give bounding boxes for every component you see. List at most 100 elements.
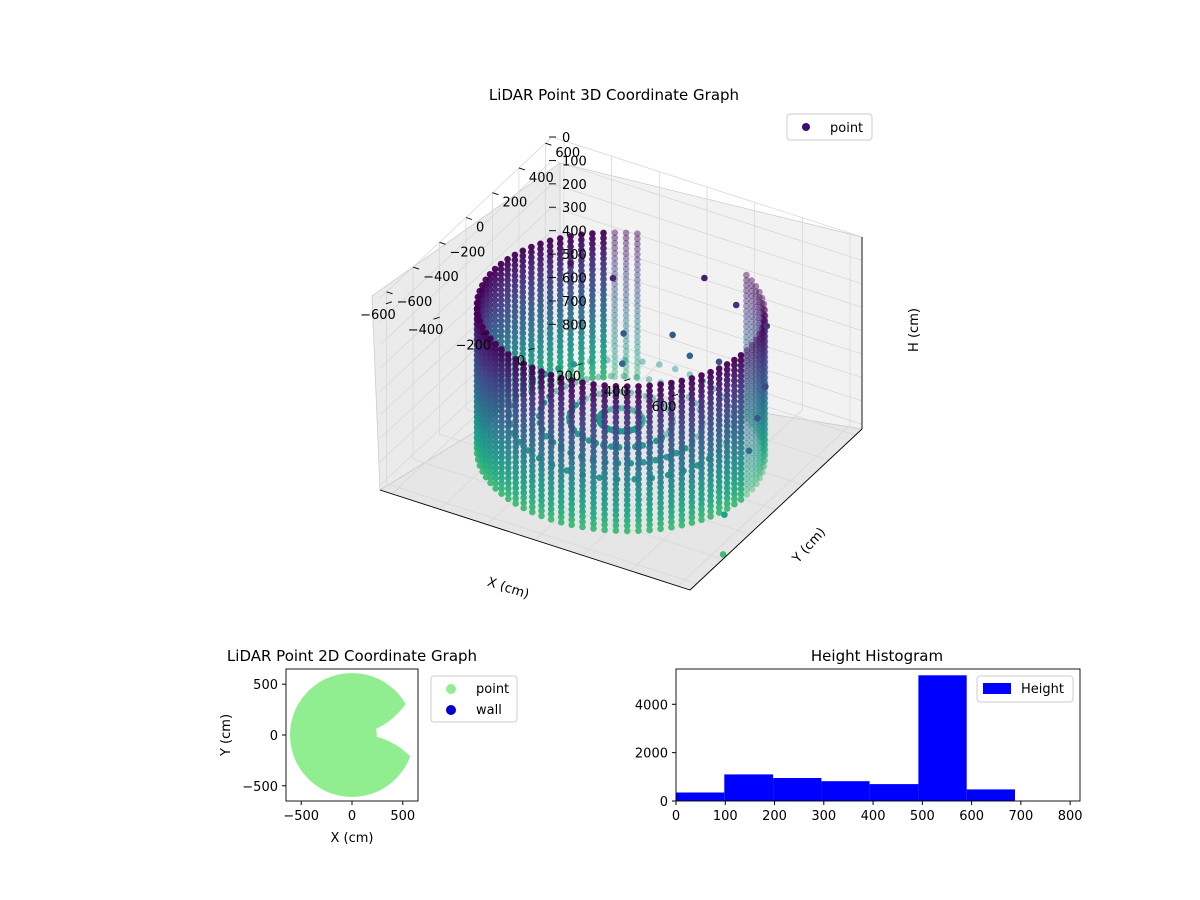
data-point-3d	[761, 457, 769, 464]
data-point-3d	[611, 306, 619, 314]
data-point-3d	[567, 341, 574, 348]
data-point-3d	[623, 501, 631, 509]
data-point-3d	[748, 357, 756, 364]
data-point-3d	[600, 296, 607, 304]
data-point-3d	[512, 407, 519, 415]
data-point-3d	[505, 480, 512, 487]
data-point-3d	[756, 376, 763, 384]
data-point-3d	[601, 516, 608, 523]
data-point-3d	[578, 298, 585, 306]
data-point-3d	[537, 317, 544, 325]
data-point-3d	[547, 397, 555, 405]
data-point-3d	[538, 389, 545, 396]
data-point-3d	[611, 373, 619, 381]
data-point-3d	[756, 371, 763, 378]
data-point-3d	[678, 434, 686, 441]
data-point-3d	[719, 551, 727, 558]
data-point-3d	[601, 402, 608, 410]
data-point-3d	[622, 255, 630, 262]
data-point-3d	[538, 450, 545, 458]
data-point-3d	[538, 373, 545, 381]
data-point-3d	[657, 510, 664, 517]
x-tick-label-3d: 200	[556, 369, 581, 384]
data-point-3d	[528, 269, 535, 277]
data-point-3d	[756, 402, 763, 409]
data-point-3d	[492, 387, 499, 394]
data-point-3d	[760, 421, 768, 429]
data-point-3d	[504, 307, 511, 315]
data-point-3d	[556, 291, 564, 299]
data-point-3d	[737, 382, 745, 390]
data-point-3d	[568, 470, 575, 477]
data-point-3d	[519, 273, 527, 280]
data-point-3d	[622, 276, 630, 283]
data-point-3d	[731, 387, 738, 395]
data-point-3d	[505, 428, 512, 436]
data-point-3d	[547, 402, 555, 410]
data-point-3d	[657, 525, 664, 533]
data-point-3d	[743, 302, 750, 310]
x-axis-label-3d: X (cm)	[485, 575, 531, 603]
data-point-3d	[589, 317, 596, 325]
data-point-3d	[678, 465, 686, 472]
data-point-3d	[760, 365, 768, 372]
data-point-3d	[752, 334, 760, 342]
data-point-3d	[504, 292, 511, 299]
z-axis-label-3d: H (cm)	[907, 308, 922, 352]
data-point-3d	[737, 377, 745, 385]
data-point-3d	[657, 453, 664, 461]
data-point-3d	[748, 364, 755, 372]
data-point-3d	[557, 462, 565, 469]
z-tick-label-3d: 400	[562, 225, 587, 240]
data-point-3d	[743, 405, 750, 413]
data-point-3d	[512, 464, 519, 471]
data-point-3d	[504, 302, 511, 310]
z-tick-label-3d: 700	[562, 295, 587, 310]
data-point-3d	[668, 415, 675, 423]
data-point-3d	[512, 397, 519, 404]
data-point-3d	[758, 336, 766, 343]
data-point-3d	[759, 391, 766, 399]
data-point-3d	[758, 351, 766, 359]
data-point-3d	[590, 468, 597, 476]
data-point-3d	[497, 296, 505, 304]
data-point-3d	[528, 336, 535, 344]
data-point-3d	[504, 338, 511, 346]
data-point-3d	[761, 400, 769, 408]
data-point-3d	[634, 369, 641, 377]
data-point-3d	[612, 501, 620, 509]
data-point-3d	[528, 315, 535, 323]
data-point-3d	[761, 399, 769, 407]
data-point-3d	[723, 479, 731, 487]
data-point-3d	[567, 325, 574, 333]
data-point-3d	[737, 439, 745, 447]
data-point-3d	[504, 276, 511, 284]
data-point-3d	[492, 443, 499, 451]
data-point-3d	[715, 365, 723, 372]
x-axis-label-2d: X (cm)	[331, 831, 374, 846]
data-point-3d	[731, 423, 738, 431]
data-point-3d	[546, 314, 554, 322]
data-point-3d	[743, 439, 751, 447]
data-point-3d	[600, 291, 607, 299]
data-point-3d	[601, 444, 608, 451]
data-point-3d	[528, 305, 535, 313]
data-point-3d	[723, 438, 731, 446]
data-point-3d	[590, 504, 597, 512]
data-point-3d	[759, 407, 766, 414]
data-point-3d	[473, 299, 481, 307]
data-point-3d	[743, 480, 751, 488]
data-point-3d	[698, 372, 705, 379]
y-tick-3d	[439, 241, 446, 245]
data-point-3d	[578, 349, 585, 357]
data-point-3d	[505, 495, 512, 503]
data-point-3d	[601, 500, 608, 508]
data-point-3d	[589, 312, 596, 320]
y-tick-3d	[465, 217, 473, 220]
data-point-3d	[505, 433, 512, 441]
data-point-3d	[634, 364, 641, 371]
data-point-3d	[678, 418, 686, 426]
data-point-3d	[753, 356, 760, 364]
data-point-3d	[623, 450, 631, 457]
data-point-3d	[758, 408, 766, 415]
